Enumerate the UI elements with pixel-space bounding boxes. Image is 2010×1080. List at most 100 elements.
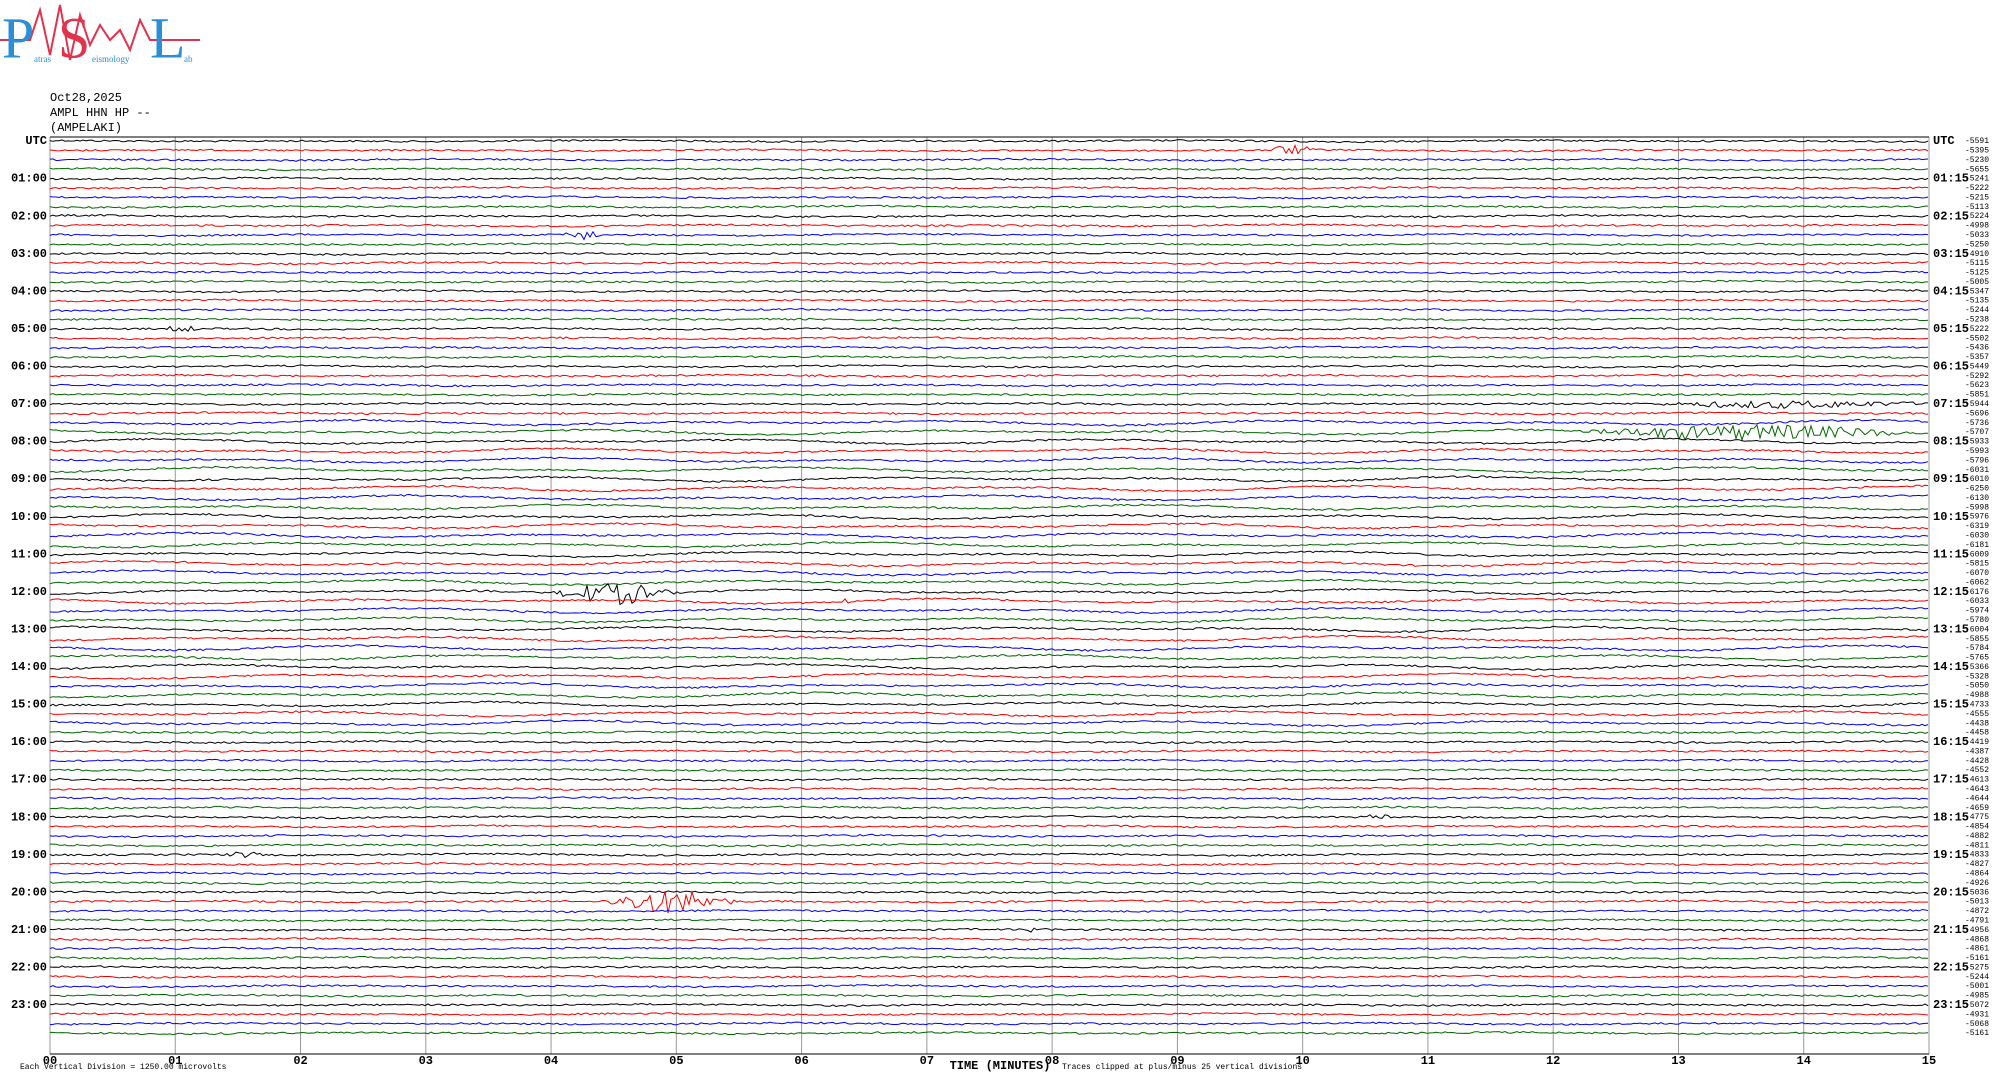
logo: P S L atras eismology ab [0, 4, 200, 70]
trace [49, 185, 1929, 190]
trace-offset-label: -5328 [1965, 672, 1989, 681]
trace-offset-label: -6062 [1965, 578, 1989, 587]
logo-letter: S [58, 5, 90, 70]
left-hour-label: 12:00 [11, 585, 47, 599]
trace-offset-label: -5851 [1965, 391, 1989, 400]
location: (AMPELAKI) [50, 121, 122, 135]
trace-offset-label: -5780 [1965, 616, 1989, 625]
trace [49, 739, 1928, 745]
trace [49, 880, 1929, 885]
trace-offset-label: -5993 [1965, 447, 1989, 456]
trace [49, 176, 1929, 181]
trace [49, 373, 1929, 378]
logo-word: eismology [92, 54, 130, 64]
trace-offset-label: -6031 [1965, 466, 1989, 475]
x-tick-label: 04 [544, 1054, 558, 1068]
right-hour-label: 17:15 [1933, 773, 1969, 787]
trace [49, 423, 1929, 442]
right-hour-label: 01:15 [1933, 172, 1969, 186]
trace-offset-label: -4438 [1965, 719, 1989, 728]
trace-offset-label: -5591 [1965, 137, 1989, 146]
left-hour-label: 22:00 [11, 960, 47, 974]
right-hour-label: 18:15 [1933, 810, 1969, 824]
trace-offset-label: -4552 [1965, 766, 1989, 775]
trace-offset-label: -5347 [1965, 287, 1989, 296]
right-hour-label: 23:15 [1933, 998, 1969, 1012]
trace-offset-label: -5655 [1965, 165, 1989, 174]
logo-letter: P [2, 5, 34, 70]
right-hour-label: 16:15 [1933, 735, 1969, 749]
trace [49, 672, 1929, 681]
trace-offset-label: -5696 [1965, 409, 1989, 418]
left-hour-label: 01:00 [11, 172, 47, 186]
trace-offset-label: -6010 [1965, 475, 1989, 484]
trace-offset-label: -5013 [1965, 898, 1989, 907]
trace-offset-label: -6319 [1965, 522, 1989, 531]
trace [49, 719, 1929, 728]
trace [49, 484, 1929, 493]
trace-offset-label: -5998 [1965, 503, 1989, 512]
trace-offset-label: -6009 [1965, 550, 1989, 559]
trace-offset-label: -4827 [1965, 860, 1989, 869]
trace [49, 663, 1929, 671]
trace-offset-label: -5161 [1965, 1029, 1989, 1038]
trace [49, 270, 1929, 275]
trace [49, 418, 1929, 427]
trace [49, 213, 1929, 219]
left-hour-label: 18:00 [11, 810, 47, 824]
right-hour-label: 08:15 [1933, 435, 1969, 449]
trace-offset-label: -6181 [1965, 541, 1989, 550]
trace-offset-label: -6004 [1965, 625, 1989, 634]
x-axis-title: TIME (MINUTES) [950, 1059, 1051, 1073]
trace-offset-label: -5933 [1965, 438, 1989, 447]
trace [49, 195, 1929, 200]
trace-offset-label: -4864 [1965, 870, 1989, 879]
left-hour-label: 05:00 [11, 322, 47, 336]
trace [49, 851, 1929, 859]
trace [50, 1030, 1929, 1036]
trace [49, 560, 1929, 568]
trace [49, 345, 1929, 350]
trace-offset-label: -5230 [1965, 156, 1989, 165]
left-hour-label: 15:00 [11, 698, 47, 712]
trace [49, 242, 1929, 247]
trace [49, 681, 1929, 690]
trace-offset-label: -4419 [1965, 738, 1989, 747]
trace [49, 550, 1929, 559]
trace [49, 749, 1929, 754]
trace [49, 456, 1929, 465]
right-hour-label: 09:15 [1933, 472, 1969, 486]
trace [49, 984, 1929, 989]
x-tick-label: 10 [1295, 1054, 1309, 1068]
trace-offset-label: -4998 [1965, 222, 1989, 231]
trace-offset-label: -4956 [1965, 926, 1989, 935]
x-tick-label: 05 [669, 1054, 683, 1068]
x-tick-label: 15 [1922, 1054, 1936, 1068]
traces [49, 138, 1929, 1036]
trace [49, 325, 1929, 332]
trace-offset-label: -5736 [1965, 419, 1989, 428]
trace-offset-label: -5436 [1965, 344, 1989, 353]
trace-offset-label: -4926 [1965, 879, 1989, 888]
trace-offset-label: -5068 [1965, 1020, 1989, 1029]
trace [49, 644, 1929, 652]
trace [49, 786, 1929, 792]
left-hour-label: 11:00 [11, 547, 47, 561]
trace-offset-label: -5449 [1965, 362, 1989, 371]
trace [50, 582, 1929, 606]
right-hour-label: 22:15 [1933, 960, 1969, 974]
trace-offset-label: -5944 [1965, 400, 1989, 409]
trace [49, 974, 1929, 979]
x-tick-label: 08 [1045, 1054, 1059, 1068]
x-tick-label: 11 [1421, 1054, 1435, 1068]
trace [49, 531, 1929, 540]
trace-offset-label: -5292 [1965, 372, 1989, 381]
trace-offset-label: -5502 [1965, 334, 1989, 343]
trace-offset-label: -4613 [1965, 776, 1989, 785]
right-hour-label: UTC [1933, 134, 1955, 148]
trace-offset-label: -5115 [1965, 259, 1989, 268]
trace-offset-label: -5161 [1965, 954, 1989, 963]
left-hour-label: 06:00 [11, 360, 47, 374]
left-hour-label: 20:00 [11, 885, 47, 899]
